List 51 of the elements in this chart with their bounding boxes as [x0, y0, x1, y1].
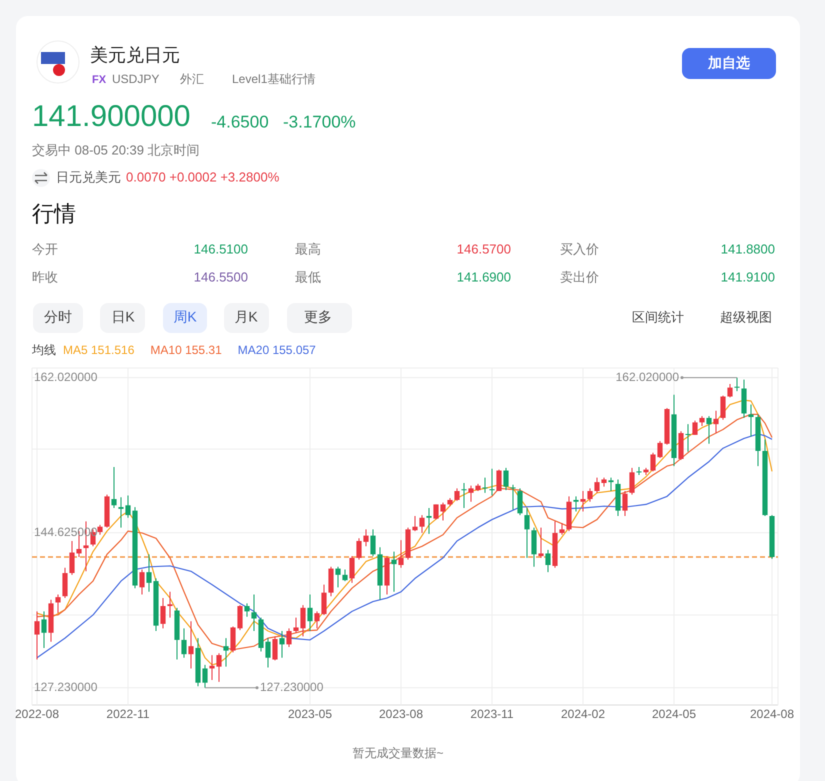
annotation: 127.230000 — [260, 680, 324, 694]
text: 日K — [111, 308, 136, 325]
text: 141.6900 — [456, 269, 511, 284]
text: 行情 — [32, 200, 76, 226]
text: 141.900000 — [32, 100, 190, 133]
y-tick-label: 162.020000 — [34, 370, 98, 384]
text: 0.0070 +0.0002 +3.2800% — [126, 169, 280, 184]
x-tick-label: 2024-08 — [750, 707, 794, 722]
legend-title: 均线 — [31, 343, 56, 358]
marker-note: 162.020000 — [616, 370, 738, 384]
y-tick-label: 127.230000 — [34, 680, 98, 694]
text: 月K — [234, 308, 258, 325]
text: 141.9100 — [720, 269, 775, 284]
text: 超级视图 — [720, 309, 772, 324]
text: 暂无成交量数据~ — [352, 746, 444, 760]
marker-note: 127.230000 — [204, 680, 324, 694]
text: 146.5500 — [194, 269, 248, 284]
x-tick-label: 2023-11 — [470, 707, 514, 722]
annotation: 162.020000 — [616, 370, 680, 384]
text: MA10 155.31 — [150, 343, 222, 358]
text: 更多 — [304, 308, 332, 325]
text: 卖出价 — [560, 269, 599, 284]
chart-title: 美元兑日元 — [90, 44, 180, 65]
text: -4.6500 — [211, 112, 269, 132]
x-tick-label: 2024-02 — [560, 707, 606, 722]
text: MA20 155.057 — [238, 343, 316, 358]
text: Level1基础行情 — [232, 72, 316, 86]
text: MA5 151.516 — [63, 343, 135, 358]
text: 141.8800 — [720, 241, 775, 256]
text: -3.1700% — [283, 112, 356, 132]
text: 146.5700 — [456, 241, 511, 256]
text: 区间统计 — [632, 309, 684, 324]
x-tick-label: 2024-05 — [652, 707, 696, 722]
x-tick-label: 2023-08 — [378, 707, 424, 722]
text: USDJPY — [112, 72, 160, 86]
text: 买入价 — [560, 241, 599, 256]
x-tick-label: 2022-11 — [106, 707, 150, 722]
text: 今开 — [32, 241, 58, 256]
text: 昨收 — [32, 269, 58, 284]
text: 最低 — [295, 269, 321, 284]
text: 分时 — [44, 308, 72, 325]
x-tick-label: 2022-08 — [14, 707, 60, 722]
text: 最高 — [295, 241, 321, 256]
text: 日元兑美元 — [56, 169, 121, 184]
x-tick-label: 2023-05 — [288, 707, 332, 722]
text: 交易中 08-05 20:39 北京时间 — [32, 142, 200, 158]
text: 周K — [173, 308, 198, 325]
text: FX — [92, 74, 107, 86]
text: 加自选 — [707, 54, 750, 71]
text: 外汇 — [180, 72, 204, 86]
text: 146.5100 — [194, 241, 248, 256]
